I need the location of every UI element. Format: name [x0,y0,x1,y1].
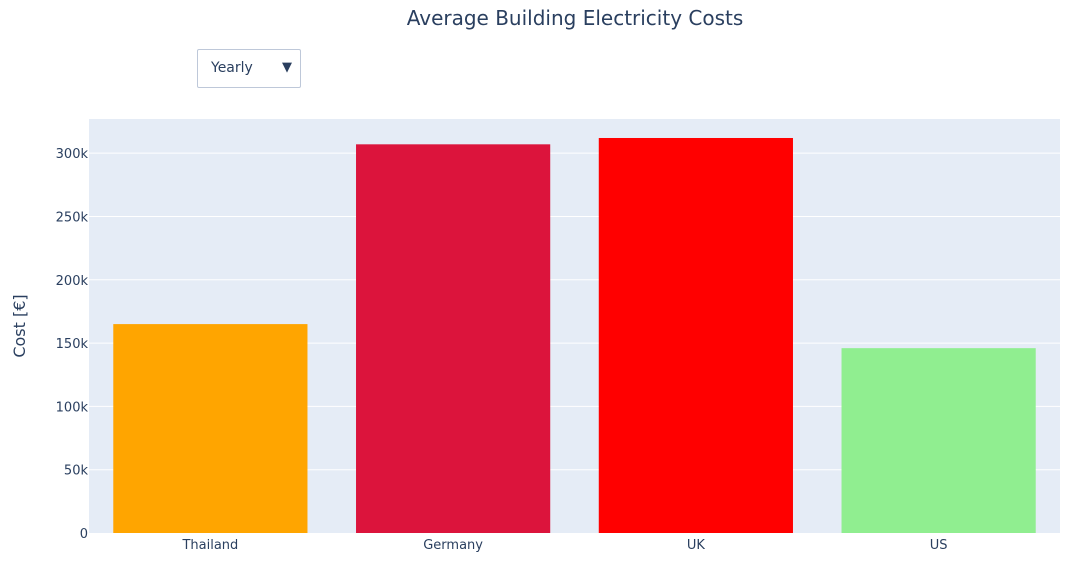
dropdown-arrow-icon: ▼ [282,60,292,75]
bar-us[interactable] [841,348,1036,533]
y-axis-title: Cost [€] [10,294,29,357]
period-dropdown[interactable]: Yearly ▼ [197,49,301,88]
x-tick-label: Germany [423,538,483,553]
x-tick-label: US [930,538,948,553]
y-axis-ticks: 0 50k 100k 150k 200k 250k 300k [56,147,89,542]
y-tick-label: 50k [64,464,89,479]
chart-title: Average Building Electricity Costs [406,6,744,30]
period-dropdown-label: Yearly [211,60,253,76]
x-tick-label: Thailand [181,538,238,553]
bar-germany[interactable] [356,144,551,533]
y-tick-label: 300k [56,147,89,162]
y-tick-label: 0 [80,527,88,542]
bar-uk[interactable] [598,137,793,533]
bar-thailand[interactable] [113,324,308,533]
bars [113,137,1036,533]
y-tick-label: 150k [56,337,89,352]
x-axis-ticks: Thailand Germany UK US [181,538,947,553]
x-tick-label: UK [687,538,706,553]
y-tick-label: 100k [56,400,89,415]
y-tick-label: 250k [56,210,89,225]
y-tick-label: 200k [56,274,89,289]
